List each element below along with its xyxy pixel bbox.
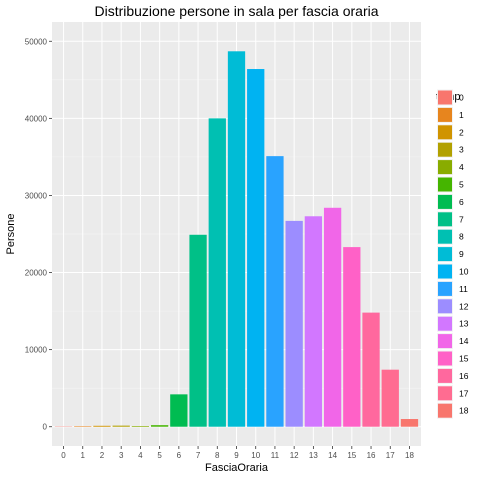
- x-tick-label: 10: [251, 451, 260, 460]
- x-axis-title: FasciaOraria: [205, 462, 269, 474]
- legend-swatch-16: [438, 369, 452, 383]
- legend-label-12: 12: [459, 301, 469, 311]
- y-axis-title: Persone: [5, 214, 17, 255]
- y-tick-label: 30000: [25, 191, 48, 200]
- bar-13: [305, 216, 322, 426]
- legend-label-3: 3: [459, 145, 464, 155]
- legend-label-18: 18: [459, 406, 469, 416]
- bar-11: [266, 156, 283, 427]
- y-tick-label: 0: [43, 423, 48, 432]
- legend-label-15: 15: [459, 354, 469, 364]
- y-axis-ticks: 0 10000 20000 30000 40000 50000: [25, 37, 52, 431]
- legend-label-14: 14: [459, 336, 469, 346]
- x-tick-label: 14: [328, 451, 337, 460]
- legend-swatch-10: [438, 265, 452, 279]
- bar-4: [132, 426, 149, 427]
- bar-16: [362, 313, 379, 427]
- x-tick-label: 3: [119, 451, 124, 460]
- x-tick-label: 7: [196, 451, 201, 460]
- y-tick-label: 20000: [25, 269, 48, 278]
- legend-label-5: 5: [459, 180, 464, 190]
- legend-swatch-0: [438, 91, 452, 105]
- bar-1: [74, 426, 91, 427]
- legend-label-9: 9: [459, 249, 464, 259]
- x-tick-label: 4: [138, 451, 143, 460]
- legend-label-1: 1: [459, 110, 464, 120]
- bar-10: [247, 69, 264, 427]
- bar-8: [209, 118, 226, 426]
- bar-15: [343, 247, 360, 427]
- x-tick-label: 13: [309, 451, 318, 460]
- x-tick-label: 2: [100, 451, 105, 460]
- legend-swatch-11: [438, 282, 452, 296]
- legend-swatch-7: [438, 212, 452, 226]
- legend-swatch-14: [438, 334, 452, 348]
- bar-6: [170, 394, 187, 426]
- legend-swatch-12: [438, 299, 452, 313]
- legend-swatch-15: [438, 352, 452, 366]
- x-tick-label: 8: [215, 451, 220, 460]
- legend-swatch-9: [438, 247, 452, 261]
- legend-label-8: 8: [459, 232, 464, 242]
- legend-label-13: 13: [459, 319, 469, 329]
- chart-title: Distribuzione persone in sala per fascia…: [94, 3, 378, 19]
- legend-swatch-2: [438, 125, 452, 139]
- legend-label-6: 6: [459, 197, 464, 207]
- legend-swatch-13: [438, 317, 452, 331]
- bar-9: [228, 51, 245, 426]
- legend-swatch-5: [438, 178, 452, 192]
- y-tick-label: 10000: [25, 346, 48, 355]
- x-tick-label: 11: [271, 451, 280, 460]
- legend-label-4: 4: [459, 162, 464, 172]
- x-tick-label: 6: [177, 451, 182, 460]
- x-tick-label: 0: [61, 451, 66, 460]
- bar-5: [151, 425, 168, 427]
- bar-18: [401, 419, 418, 427]
- legend-swatch-1: [438, 108, 452, 122]
- bar-12: [286, 221, 303, 427]
- legend-label-16: 16: [459, 371, 469, 381]
- x-tick-label: 1: [81, 451, 86, 460]
- bar-17: [382, 370, 399, 427]
- legend-swatch-3: [438, 143, 452, 157]
- x-tick-label: 17: [386, 451, 395, 460]
- bar-7: [189, 235, 206, 427]
- y-tick-label: 50000: [25, 37, 48, 46]
- legend-swatch-17: [438, 386, 452, 400]
- x-tick-label: 5: [157, 451, 162, 460]
- legend-label-7: 7: [459, 214, 464, 224]
- x-tick-label: 12: [290, 451, 299, 460]
- legend-swatch-18: [438, 404, 452, 418]
- legend-label-17: 17: [459, 388, 469, 398]
- x-tick-label: 15: [347, 451, 356, 460]
- legend-label-2: 2: [459, 127, 464, 137]
- y-tick-label: 40000: [25, 114, 48, 123]
- bar-14: [324, 208, 341, 427]
- legend-label-11: 11: [459, 284, 468, 294]
- legend-swatch-6: [438, 195, 452, 209]
- x-tick-label: 16: [367, 451, 376, 460]
- legend-label-10: 10: [459, 267, 469, 277]
- bar-2: [93, 426, 110, 427]
- legend-swatch-4: [438, 160, 452, 174]
- x-tick-label: 18: [405, 451, 414, 460]
- legend-label-0: 0: [459, 93, 464, 103]
- x-tick-label: 9: [234, 451, 239, 460]
- legend-swatch-8: [438, 230, 452, 244]
- bar-3: [113, 426, 130, 427]
